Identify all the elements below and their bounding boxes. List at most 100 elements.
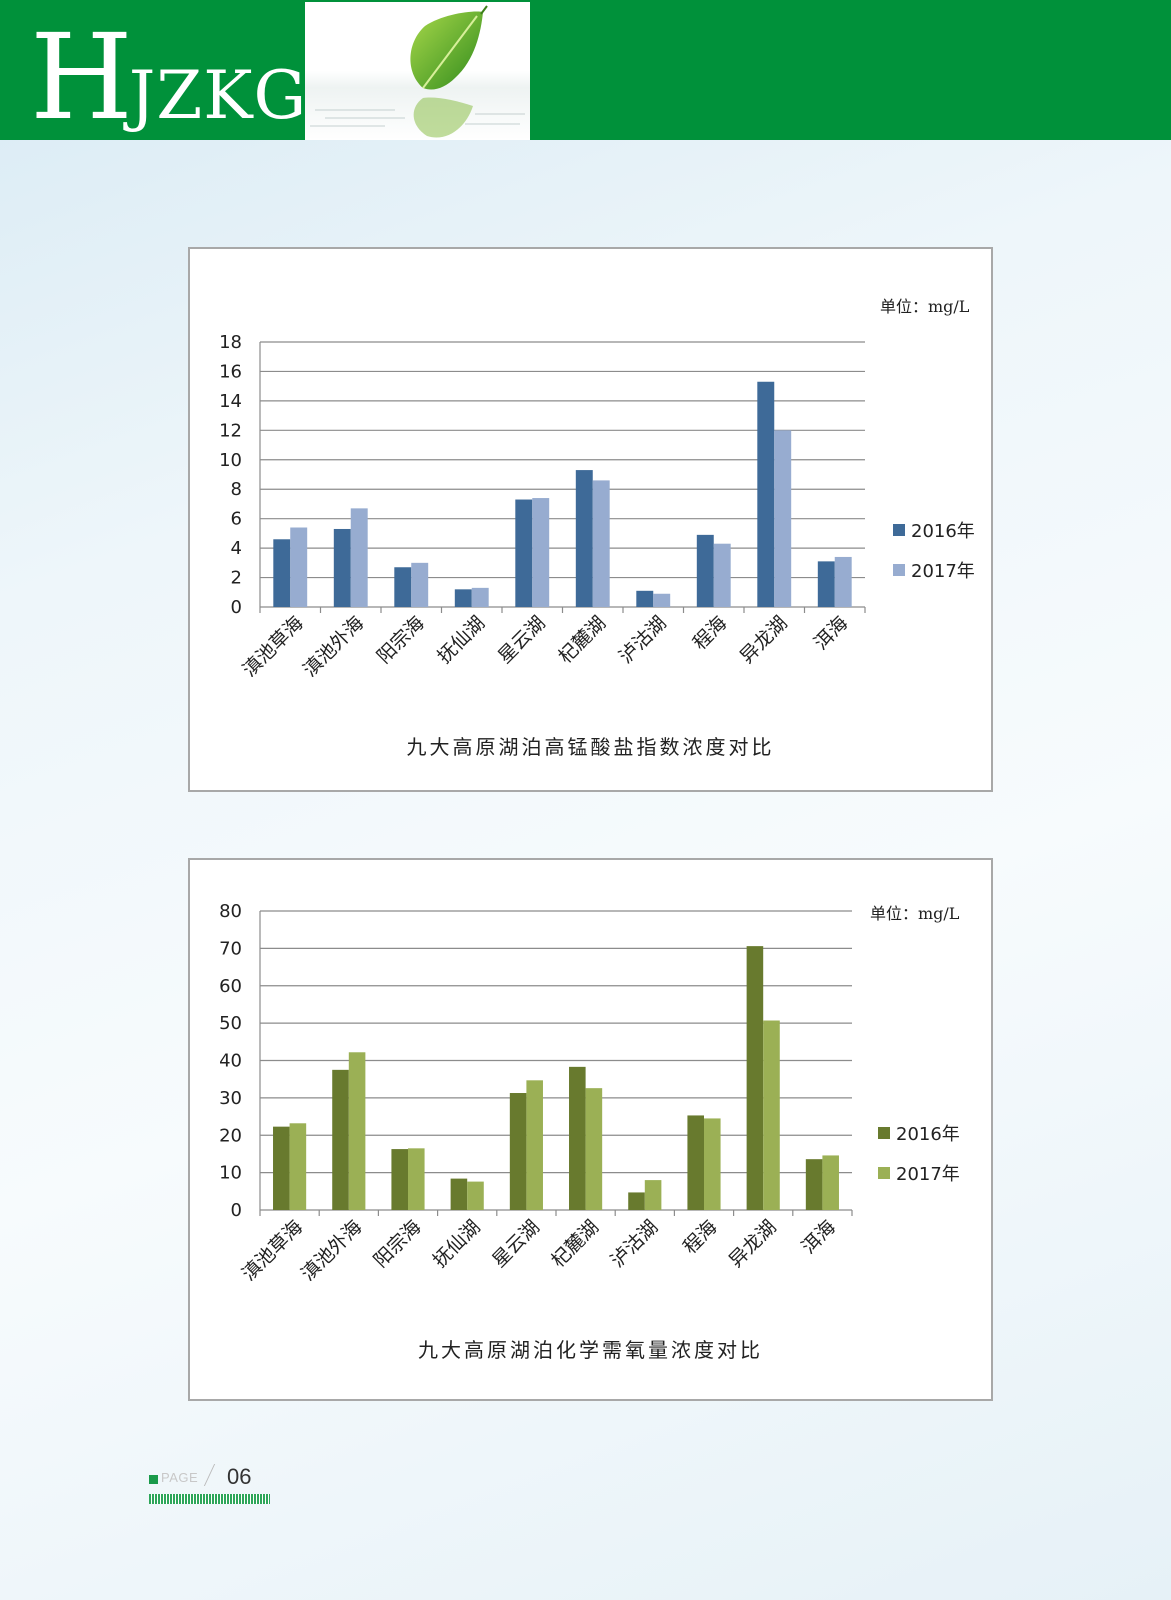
leaf-icon <box>310 5 525 138</box>
bar <box>585 1088 603 1210</box>
bar <box>532 498 550 607</box>
x-tick-label: 滇池草海 <box>238 612 307 681</box>
bar <box>450 1178 468 1210</box>
x-tick-label: 泸沽湖 <box>615 612 671 668</box>
x-tick-label: 泸沽湖 <box>606 1216 662 1272</box>
y-tick-label: 14 <box>219 391 242 412</box>
y-tick-label: 16 <box>219 361 242 382</box>
leaf-image <box>305 2 530 140</box>
bar <box>628 1192 645 1210</box>
legend-label: 2017年 <box>911 561 975 582</box>
cod-chart-card: 0 10 20 30 40 50 60 70 80 滇池草海 滇池外海 阳宗海 抚仙湖 星云湖 杞麓湖 泸沽湖… <box>188 858 993 1401</box>
legend-swatch <box>878 1127 890 1139</box>
bar <box>817 561 835 607</box>
x-tick-label: 杞麓湖 <box>554 612 610 668</box>
unit-label: 单位：mg/L <box>870 904 960 923</box>
x-tick-label: 洱海 <box>797 1216 839 1258</box>
y-tick-label: 50 <box>219 1013 242 1034</box>
y-tick-label: 6 <box>231 509 242 530</box>
y-tick-label: 2 <box>231 568 242 589</box>
legend-label: 2017年 <box>896 1164 960 1185</box>
bar <box>332 1069 349 1210</box>
x-tick-label: 杞麓湖 <box>547 1216 603 1272</box>
logo-letter: H <box>30 8 133 146</box>
y-tick-label: 70 <box>219 938 242 959</box>
legend-2017: 2017年 <box>893 557 975 583</box>
bar <box>526 1080 543 1210</box>
bar <box>411 562 429 607</box>
chart-title: 九大高原湖泊化学需氧量浓度对比 <box>418 1338 763 1362</box>
bar <box>713 543 731 607</box>
y-tick-label: 10 <box>219 450 242 471</box>
legend-label: 2016年 <box>896 1124 960 1145</box>
x-tick-label: 阳宗海 <box>373 612 429 668</box>
legend-label: 2016年 <box>911 521 975 542</box>
bar <box>636 590 654 607</box>
bar <box>509 1093 527 1210</box>
bar <box>687 1115 704 1210</box>
bar <box>757 381 775 607</box>
bar <box>774 430 792 607</box>
x-tick-label: 滇池外海 <box>299 612 368 681</box>
x-tick-label: 程海 <box>689 612 731 654</box>
bar <box>696 534 714 607</box>
legend-swatch <box>878 1167 890 1179</box>
bar <box>471 587 489 607</box>
legend-swatch <box>893 564 905 576</box>
x-tick-label: 洱海 <box>810 612 852 654</box>
x-tick-label: 程海 <box>679 1216 721 1258</box>
bar <box>515 499 533 607</box>
y-tick-label: 4 <box>231 538 242 559</box>
bar <box>289 1123 307 1210</box>
bar <box>467 1181 484 1210</box>
header-band: HJZKGB <box>0 0 1171 140</box>
legend-swatch <box>893 524 905 536</box>
bar <box>704 1118 721 1210</box>
x-tick-label: 星云湖 <box>488 1216 544 1272</box>
y-tick-label: 20 <box>219 1125 242 1146</box>
y-tick-label: 40 <box>219 1051 242 1072</box>
bar <box>746 946 764 1210</box>
bar <box>569 1066 586 1210</box>
y-tick-label: 8 <box>231 479 242 500</box>
page-number-block: PAGE 06 <box>149 1464 279 1508</box>
bar <box>333 528 351 607</box>
y-tick-label: 12 <box>219 420 242 441</box>
bar <box>644 1180 662 1210</box>
bar <box>575 470 593 607</box>
legend-2016: 2016年 <box>878 1120 960 1146</box>
page-word: PAGE <box>161 1470 199 1485</box>
y-tick-label: 0 <box>231 597 242 618</box>
bar <box>394 567 412 607</box>
bar <box>391 1149 408 1210</box>
bar <box>348 1052 366 1210</box>
bar <box>834 556 852 607</box>
page-barcode <box>149 1494 270 1504</box>
bar <box>822 1155 839 1210</box>
permanganate-chart-card: 0 2 4 6 8 10 12 14 16 18 滇池草海 滇池外海 阳宗海 抚仙湖 星云湖 杞麓湖 泸沽湖 程海… <box>188 247 993 792</box>
bar <box>763 1020 780 1210</box>
bar <box>273 539 291 607</box>
x-tick-label: 抚仙湖 <box>429 1216 485 1272</box>
bar <box>408 1148 425 1210</box>
bar <box>454 589 472 607</box>
y-tick-label: 18 <box>219 332 242 353</box>
y-tick-label: 10 <box>219 1163 242 1184</box>
x-tick-label: 阳宗海 <box>370 1216 426 1272</box>
chart-title: 九大高原湖泊高锰酸盐指数浓度对比 <box>406 735 775 759</box>
x-tick-label: 异龙湖 <box>725 1216 781 1272</box>
y-tick-label: 0 <box>231 1200 242 1221</box>
bar <box>592 480 610 607</box>
legend-2016: 2016年 <box>893 517 975 543</box>
bar <box>290 527 308 607</box>
x-tick-label: 抚仙湖 <box>433 612 489 668</box>
page-marker <box>149 1475 158 1484</box>
bar <box>805 1159 823 1210</box>
unit-label: 单位：mg/L <box>880 297 970 316</box>
bar <box>350 508 368 607</box>
x-tick-label: 星云湖 <box>494 612 550 668</box>
x-tick-label: 滇池外海 <box>297 1216 366 1285</box>
y-tick-label: 30 <box>219 1088 242 1109</box>
